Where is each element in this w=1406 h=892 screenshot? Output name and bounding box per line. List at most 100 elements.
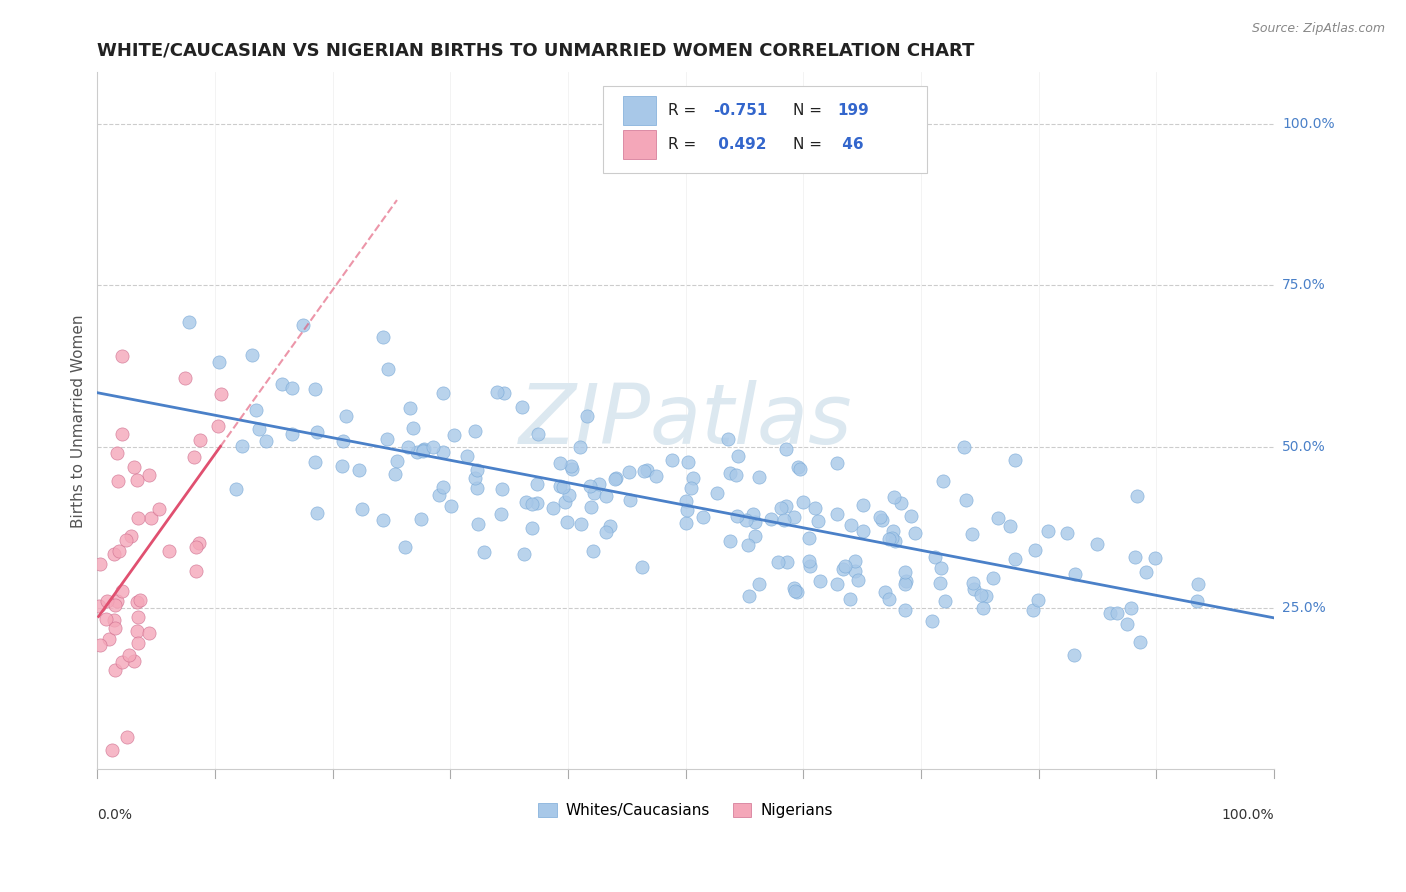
Point <box>831 562 853 576</box>
Point <box>384 467 406 481</box>
Point <box>1004 552 1026 566</box>
Point <box>335 409 357 423</box>
Point <box>304 382 326 396</box>
Point <box>839 517 862 532</box>
Point <box>963 582 986 597</box>
Point <box>1085 537 1108 551</box>
Text: 46: 46 <box>838 136 863 152</box>
Point <box>974 589 997 603</box>
Point <box>724 468 747 483</box>
FancyBboxPatch shape <box>623 96 657 126</box>
Point <box>494 386 516 401</box>
Point <box>103 547 125 561</box>
Point <box>350 501 373 516</box>
Point <box>561 462 583 476</box>
Point <box>875 585 897 599</box>
Point <box>894 602 917 616</box>
Point <box>422 440 444 454</box>
Point <box>1187 577 1209 591</box>
Point <box>87 599 110 613</box>
Point <box>852 498 875 512</box>
Point <box>485 385 508 400</box>
Point <box>104 621 127 635</box>
Point <box>583 486 606 500</box>
Point <box>595 489 617 503</box>
Point <box>737 538 759 552</box>
Point <box>921 614 943 628</box>
Point <box>1024 542 1046 557</box>
Point <box>281 427 304 442</box>
Point <box>799 559 821 574</box>
Point <box>1022 603 1045 617</box>
Point <box>718 534 741 549</box>
Point <box>579 479 602 493</box>
Text: 0.492: 0.492 <box>713 136 766 152</box>
Point <box>89 557 111 571</box>
Point <box>783 581 806 595</box>
Point <box>127 595 149 609</box>
Point <box>122 654 145 668</box>
Point <box>1105 607 1128 621</box>
Text: Source: ZipAtlas.com: Source: ZipAtlas.com <box>1251 22 1385 36</box>
Point <box>115 730 138 744</box>
Point <box>465 481 488 495</box>
Point <box>575 409 598 423</box>
Point <box>188 433 211 447</box>
Point <box>880 531 903 545</box>
Point <box>138 626 160 640</box>
Point <box>548 479 571 493</box>
Point <box>972 600 994 615</box>
Point <box>464 470 486 484</box>
Point <box>928 576 950 591</box>
Point <box>727 450 749 464</box>
Point <box>305 506 328 520</box>
Point <box>443 427 465 442</box>
Point <box>174 371 197 385</box>
Point <box>1026 593 1049 607</box>
Point <box>804 501 827 516</box>
Point <box>605 471 627 485</box>
Point <box>692 510 714 524</box>
Point <box>675 494 697 508</box>
Point <box>89 638 111 652</box>
Point <box>111 655 134 669</box>
Point <box>725 508 748 523</box>
Point <box>304 455 326 469</box>
Point <box>799 554 821 568</box>
Point <box>636 463 658 477</box>
Point <box>844 564 866 578</box>
Text: 0.0%: 0.0% <box>97 807 132 822</box>
FancyBboxPatch shape <box>623 129 657 159</box>
Point <box>127 510 149 524</box>
Point <box>846 574 869 588</box>
Point <box>773 513 796 527</box>
Point <box>231 439 253 453</box>
Text: N =: N = <box>793 136 827 152</box>
Point <box>111 427 134 442</box>
Point <box>281 381 304 395</box>
Point <box>247 422 270 436</box>
Point <box>406 444 429 458</box>
Point <box>305 425 328 439</box>
Point <box>1125 549 1147 564</box>
Point <box>541 500 564 515</box>
Point <box>661 452 683 467</box>
Point <box>157 543 180 558</box>
Point <box>718 466 741 480</box>
Point <box>107 544 129 558</box>
Point <box>799 531 821 545</box>
Point <box>183 450 205 465</box>
Point <box>569 440 592 454</box>
Point <box>349 463 371 477</box>
Point <box>603 472 626 486</box>
Point <box>115 533 138 547</box>
Point <box>100 743 122 757</box>
Point <box>924 550 946 565</box>
Point <box>682 471 704 485</box>
Point <box>526 476 548 491</box>
Point <box>877 592 900 607</box>
Point <box>645 469 668 483</box>
Point <box>1004 453 1026 467</box>
Point <box>526 496 548 510</box>
Point <box>104 663 127 677</box>
